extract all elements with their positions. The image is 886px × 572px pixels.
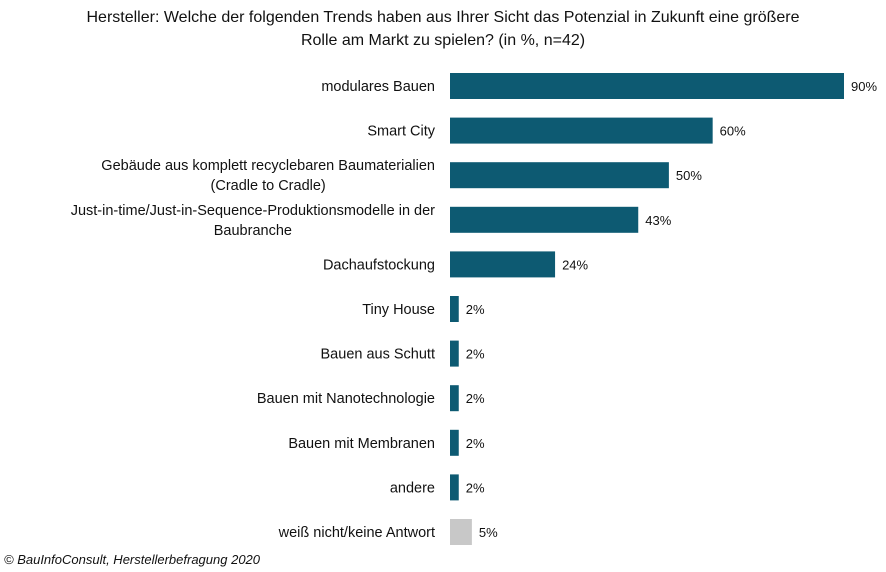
value-label: 43% (645, 213, 671, 228)
category-label: Gebäude aus komplett recyclebaren Baumat… (101, 158, 435, 194)
category-label: andere (390, 480, 435, 496)
category-label: Tiny House (362, 302, 435, 318)
bar (450, 296, 459, 322)
bar (450, 162, 669, 189)
bar (450, 251, 556, 278)
value-label: 2% (466, 436, 485, 451)
value-label: 2% (466, 347, 485, 362)
chart-title: Hersteller: Welche der folgenden Trends … (4, 6, 882, 52)
value-label: 24% (562, 257, 588, 272)
value-label: 2% (466, 391, 485, 406)
value-label: 90% (851, 79, 877, 94)
category-label: weiß nicht/keine Antwort (278, 525, 435, 541)
category-label: Just-in-time/Just-in-Sequence-Produktion… (71, 203, 435, 239)
category-label: Bauen aus Schutt (321, 347, 435, 363)
category-label: modulares Bauen (321, 79, 435, 95)
bar (450, 117, 713, 144)
chart-title-line-1: Hersteller: Welche der folgenden Trends … (86, 9, 800, 26)
bar (450, 340, 459, 367)
bar (450, 429, 459, 456)
bar (450, 206, 639, 233)
bar (450, 474, 459, 501)
category-label: Bauen mit Nanotechnologie (257, 391, 435, 407)
category-label: Bauen mit Membranen (288, 436, 435, 452)
source-note: © BauInfoConsult, Herstellerbefragung 20… (4, 552, 261, 567)
category-label: Smart City (367, 124, 435, 140)
value-label: 5% (479, 525, 498, 540)
chart-title-line-2: Rolle am Markt zu spielen? (in %, n=42) (300, 32, 586, 49)
value-label: 2% (466, 480, 485, 495)
value-label: 2% (466, 302, 485, 317)
category-label: Dachaufstockung (323, 257, 435, 273)
bar (450, 385, 459, 412)
bar (450, 73, 844, 99)
bar (450, 519, 472, 545)
value-label: 60% (720, 124, 746, 139)
value-label: 50% (676, 168, 702, 183)
